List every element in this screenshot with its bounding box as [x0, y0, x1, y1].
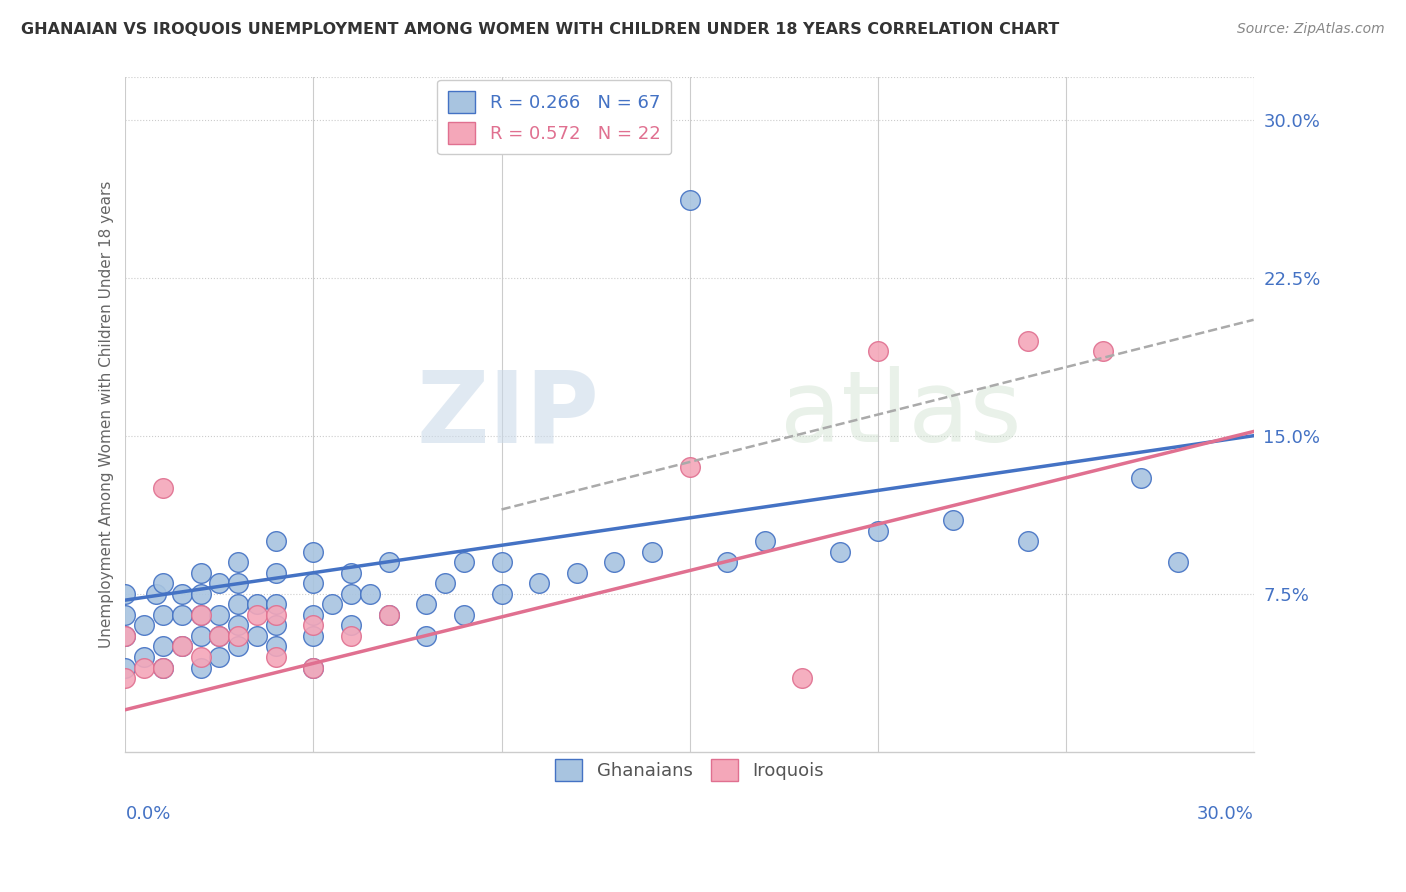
Point — [208, 576, 231, 591]
Y-axis label: Unemployment Among Women with Children Under 18 years: Unemployment Among Women with Children U… — [100, 181, 114, 648]
Point — [208, 629, 231, 643]
Point — [302, 544, 325, 558]
Point — [114, 671, 136, 685]
Point — [152, 660, 174, 674]
Text: 30.0%: 30.0% — [1197, 805, 1254, 822]
Point — [1017, 534, 1039, 549]
Point — [340, 629, 363, 643]
Text: 0.0%: 0.0% — [125, 805, 172, 822]
Point — [114, 629, 136, 643]
Point — [114, 607, 136, 622]
Point — [190, 660, 212, 674]
Point — [527, 576, 550, 591]
Point — [340, 566, 363, 580]
Point — [754, 534, 776, 549]
Point — [246, 607, 269, 622]
Point — [641, 544, 664, 558]
Point — [190, 607, 212, 622]
Point — [302, 576, 325, 591]
Point — [453, 607, 475, 622]
Point — [1167, 555, 1189, 569]
Point — [678, 193, 700, 207]
Point — [190, 629, 212, 643]
Point — [208, 629, 231, 643]
Point — [866, 344, 889, 359]
Point — [1129, 471, 1152, 485]
Point — [208, 650, 231, 665]
Text: Source: ZipAtlas.com: Source: ZipAtlas.com — [1237, 22, 1385, 37]
Point — [170, 587, 193, 601]
Point — [603, 555, 626, 569]
Point — [246, 597, 269, 611]
Text: GHANAIAN VS IROQUOIS UNEMPLOYMENT AMONG WOMEN WITH CHILDREN UNDER 18 YEARS CORRE: GHANAIAN VS IROQUOIS UNEMPLOYMENT AMONG … — [21, 22, 1059, 37]
Point — [491, 587, 513, 601]
Point — [134, 618, 156, 632]
Point — [170, 607, 193, 622]
Point — [190, 566, 212, 580]
Point — [264, 607, 287, 622]
Point — [190, 587, 212, 601]
Point — [226, 555, 249, 569]
Point — [340, 618, 363, 632]
Point — [302, 660, 325, 674]
Point — [716, 555, 738, 569]
Point — [152, 482, 174, 496]
Point — [226, 576, 249, 591]
Point — [942, 513, 965, 527]
Point — [152, 640, 174, 654]
Point — [377, 607, 399, 622]
Point — [226, 629, 249, 643]
Point — [377, 555, 399, 569]
Point — [792, 671, 814, 685]
Point — [302, 618, 325, 632]
Point — [170, 640, 193, 654]
Point — [114, 660, 136, 674]
Text: ZIP: ZIP — [416, 366, 599, 463]
Point — [145, 587, 167, 601]
Point — [491, 555, 513, 569]
Point — [321, 597, 343, 611]
Point — [264, 618, 287, 632]
Point — [264, 640, 287, 654]
Point — [828, 544, 851, 558]
Point — [565, 566, 588, 580]
Point — [453, 555, 475, 569]
Point — [264, 566, 287, 580]
Point — [246, 629, 269, 643]
Point — [190, 607, 212, 622]
Point — [340, 587, 363, 601]
Point — [866, 524, 889, 538]
Point — [134, 660, 156, 674]
Point — [208, 607, 231, 622]
Point — [1092, 344, 1115, 359]
Point — [302, 660, 325, 674]
Point — [226, 597, 249, 611]
Point — [114, 629, 136, 643]
Point — [434, 576, 457, 591]
Point — [359, 587, 381, 601]
Legend: Ghanaians, Iroquois: Ghanaians, Iroquois — [546, 750, 832, 790]
Point — [152, 660, 174, 674]
Point — [264, 597, 287, 611]
Point — [302, 607, 325, 622]
Point — [134, 650, 156, 665]
Point — [264, 650, 287, 665]
Point — [264, 534, 287, 549]
Point — [190, 650, 212, 665]
Point — [226, 640, 249, 654]
Text: atlas: atlas — [780, 366, 1021, 463]
Point — [170, 640, 193, 654]
Point — [415, 597, 437, 611]
Point — [415, 629, 437, 643]
Point — [302, 629, 325, 643]
Point — [1017, 334, 1039, 348]
Point — [226, 618, 249, 632]
Point — [152, 607, 174, 622]
Point — [678, 460, 700, 475]
Point — [152, 576, 174, 591]
Point — [114, 587, 136, 601]
Point — [377, 607, 399, 622]
